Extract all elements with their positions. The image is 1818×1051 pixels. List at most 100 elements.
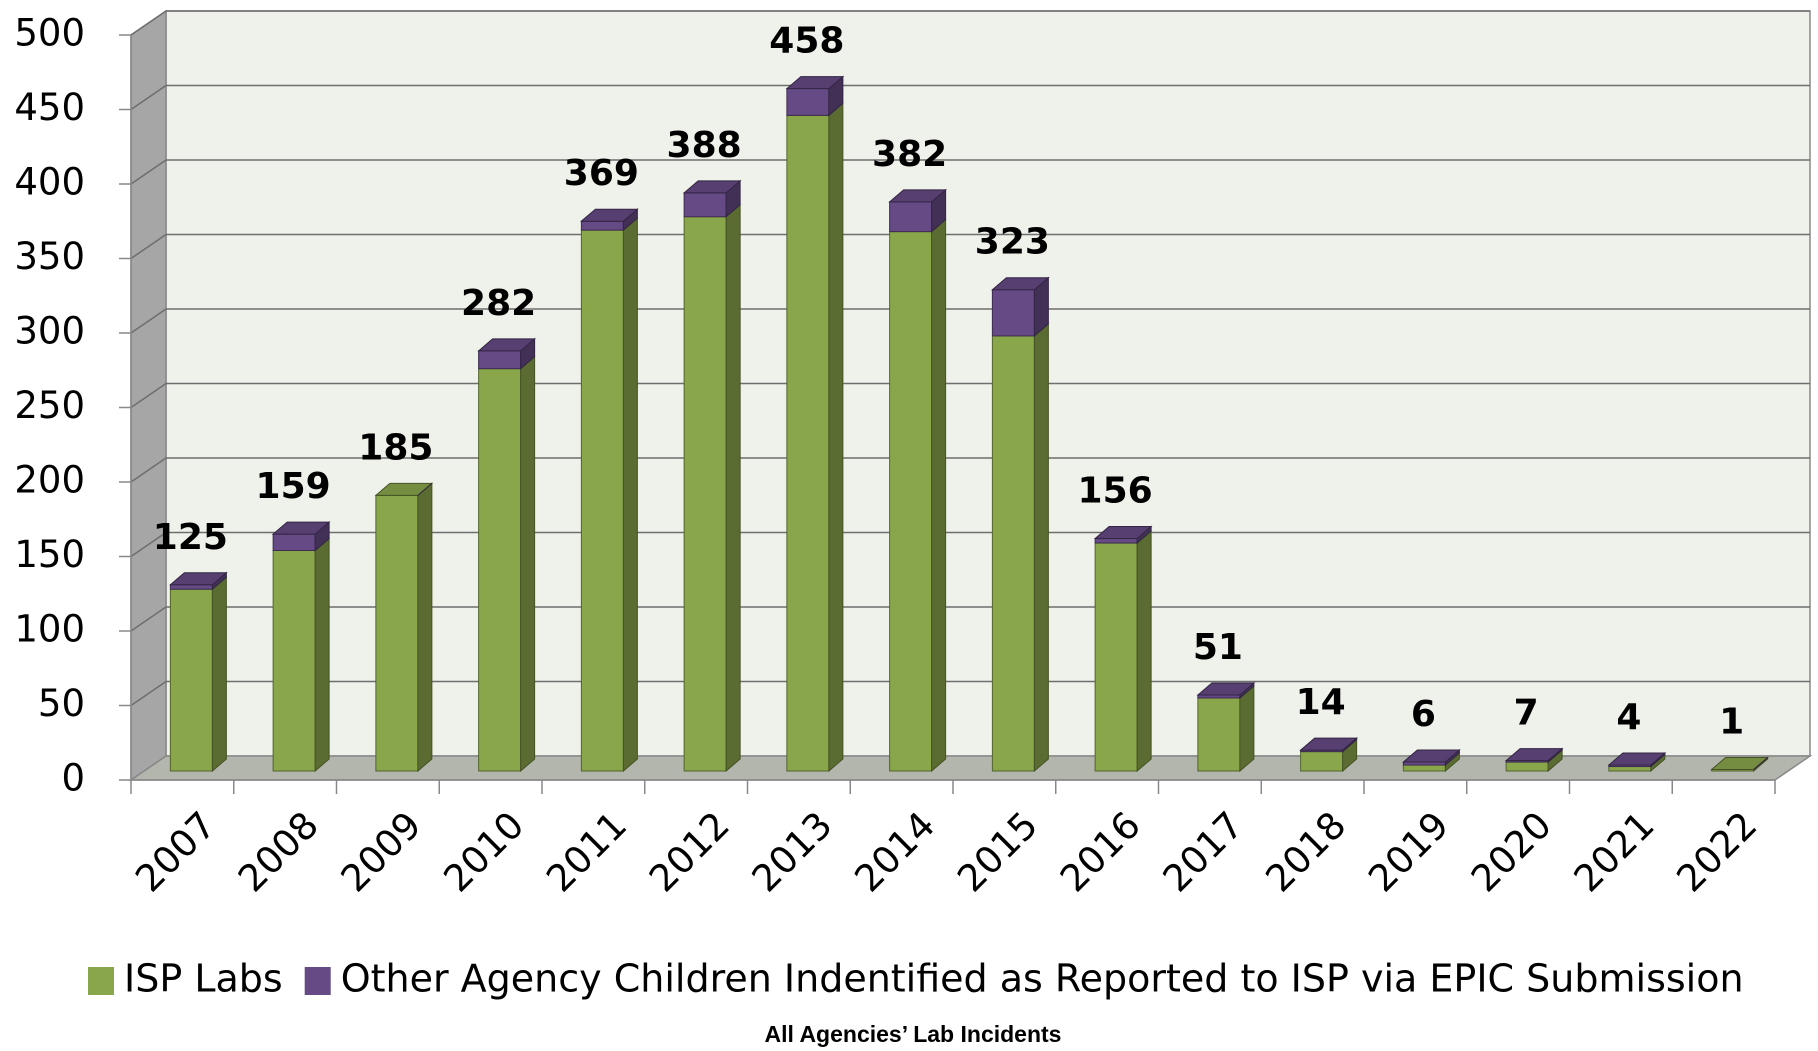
bar-front	[1094, 538, 1138, 544]
y-tick-label: 450	[14, 86, 85, 129]
bar-segment	[417, 482, 433, 496]
bar-side	[725, 203, 741, 773]
bar-front	[786, 114, 830, 772]
bar-front	[580, 229, 624, 772]
bar-segment	[1607, 751, 1667, 768]
bar-front	[991, 289, 1035, 337]
x-tick-label: 2021	[1566, 803, 1663, 900]
bar-segment	[786, 102, 844, 773]
bar-segment	[1197, 684, 1255, 773]
bar-side	[1033, 322, 1049, 773]
x-tick-label: 2017	[1155, 803, 1252, 900]
bar-side	[520, 355, 536, 773]
bar-top	[1299, 737, 1358, 751]
x-tick-label: 2014	[846, 803, 943, 900]
y-tick-label: 250	[14, 384, 85, 427]
x-tick-label: 2009	[333, 803, 430, 900]
x-tick-label: 2015	[949, 803, 1046, 900]
bar-segment	[889, 218, 947, 773]
bar-front	[272, 533, 316, 551]
x-tick-label: 2011	[538, 803, 635, 900]
x-tick-label: 2008	[230, 803, 327, 900]
bar-front	[889, 231, 933, 772]
bar-front	[786, 88, 830, 116]
bar-segment	[271, 521, 331, 552]
x-tick-label: 2010	[435, 803, 532, 900]
bar-front	[169, 588, 213, 772]
y-tick-label: 200	[14, 459, 85, 502]
bar-side	[931, 218, 947, 773]
bar-side	[828, 102, 844, 773]
grid-line	[130, 531, 1810, 558]
bar-segment	[169, 571, 228, 591]
total-label: 7	[1514, 693, 1539, 734]
bar-top	[1607, 752, 1667, 766]
bar-segment	[580, 217, 638, 773]
bar-front	[1197, 697, 1241, 772]
bar-top	[271, 521, 331, 535]
bar-top	[169, 572, 228, 586]
bar-front	[683, 192, 727, 218]
bar-segment	[1093, 525, 1153, 545]
bar-front	[1402, 764, 1446, 772]
y-tick-label: 50	[38, 682, 85, 725]
total-label: 6	[1411, 694, 1436, 735]
total-label: 323	[975, 222, 1050, 263]
y-tick-label: 400	[14, 161, 85, 204]
total-label: 1	[1719, 702, 1744, 743]
bar-front	[1505, 761, 1549, 772]
total-label: 458	[769, 21, 844, 62]
bar-side	[314, 537, 330, 773]
bar-segment	[682, 179, 742, 218]
legend-swatch	[304, 967, 331, 995]
bar-front	[478, 368, 522, 772]
total-label: 4	[1616, 697, 1641, 738]
bar-segment	[1094, 529, 1152, 773]
bar-segment	[785, 75, 845, 117]
bar-side	[1239, 684, 1255, 773]
bar-top	[785, 76, 845, 90]
bar-front	[991, 335, 1035, 772]
bar-front	[272, 549, 316, 772]
bar-front	[1300, 751, 1344, 772]
bar-top	[1196, 682, 1256, 696]
bar-segment	[888, 188, 947, 233]
bar-top	[1504, 748, 1564, 762]
x-tick-label: 2012	[641, 803, 738, 900]
y-tick-label: 150	[14, 533, 85, 576]
total-label: 125	[153, 517, 228, 558]
bar-front	[580, 220, 624, 231]
grid-line	[130, 84, 1810, 111]
bar-segment	[1299, 737, 1358, 753]
bar-side	[417, 482, 433, 773]
bar-segment	[1196, 681, 1256, 700]
bar-segment	[991, 276, 1050, 338]
grid-line	[130, 10, 1810, 36]
bar-side	[1136, 529, 1152, 773]
bar-segment	[1504, 747, 1564, 764]
grid-line	[130, 457, 1810, 483]
bar-top	[1093, 526, 1153, 540]
total-label: 159	[256, 466, 331, 507]
bar-front	[375, 494, 419, 772]
total-label: 185	[358, 427, 433, 468]
legend-label: Other Agency Children Indentified as Rep…	[341, 957, 1744, 1001]
legend-label: ISP Labs	[124, 957, 283, 1001]
bar-top	[477, 338, 536, 352]
bar-top	[1402, 749, 1461, 763]
y-tick-label: 0	[61, 757, 85, 800]
x-tick-label: 2022	[1668, 803, 1765, 900]
grid-line	[130, 233, 1810, 260]
grid-line	[130, 382, 1810, 409]
bar-side	[211, 576, 227, 773]
x-tick-label: 2013	[744, 803, 841, 900]
bar-segment	[1402, 748, 1461, 767]
total-label: 369	[564, 153, 639, 194]
bar-segment	[272, 537, 330, 773]
x-tick-label: 2016	[1052, 803, 1149, 900]
bar-side	[417, 482, 433, 496]
bar-front	[478, 350, 522, 370]
bar-top	[682, 180, 742, 194]
grid-line	[130, 680, 1810, 707]
total-label: 282	[461, 283, 536, 324]
